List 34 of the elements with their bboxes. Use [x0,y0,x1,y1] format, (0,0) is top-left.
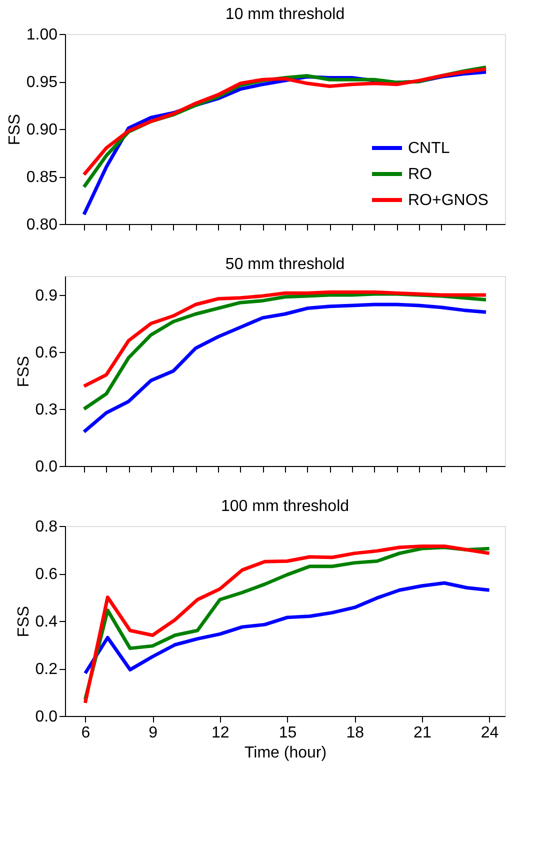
legend-label: CNTL [408,140,450,157]
x-tick-label: 6 [81,724,90,742]
x-tick-label: 15 [278,724,297,742]
x-axis-title: Time (hour) [244,744,327,762]
y-tick-label: 0.3 [35,402,58,418]
y-tick-label: 0.8 [35,518,58,536]
y-tick-label: 0.85 [26,169,58,186]
y-tick-label: 0.80 [26,216,58,234]
chart-title: 50 mm threshold [225,256,345,273]
y-tick-label: 0.4 [35,614,58,630]
x-tick-label: 21 [414,724,432,742]
y-tick-label: 0.95 [26,74,58,91]
x-tick-label: 12 [212,724,230,742]
y-tick-label: 0.0 [35,458,58,476]
x-tick-label: 9 [148,724,158,742]
line-series [83,581,492,675]
y-tick-label: 0.6 [35,566,58,583]
chart-title: 100 mm threshold [220,498,350,515]
y-axis-title: FSS [15,606,32,638]
line-series [82,290,488,388]
legend-label: RO [408,166,432,183]
y-tick-label: 0.6 [35,344,58,362]
y-tick-label: 1.00 [26,26,58,44]
chart-title: 10 mm threshold [225,6,345,23]
y-axis-title: FSS [15,356,32,388]
x-tick-label: 18 [346,724,364,742]
y-tick-label: 0.90 [26,122,58,138]
legend-label: RO+GNOS [408,192,488,209]
y-tick-label: 0.2 [35,661,58,678]
y-tick-label: 0.0 [35,708,58,726]
line-series [82,302,488,434]
y-tick-label: 0.9 [35,288,58,304]
y-axis-title: FSS [6,114,24,146]
x-tick-label: 24 [480,724,499,742]
